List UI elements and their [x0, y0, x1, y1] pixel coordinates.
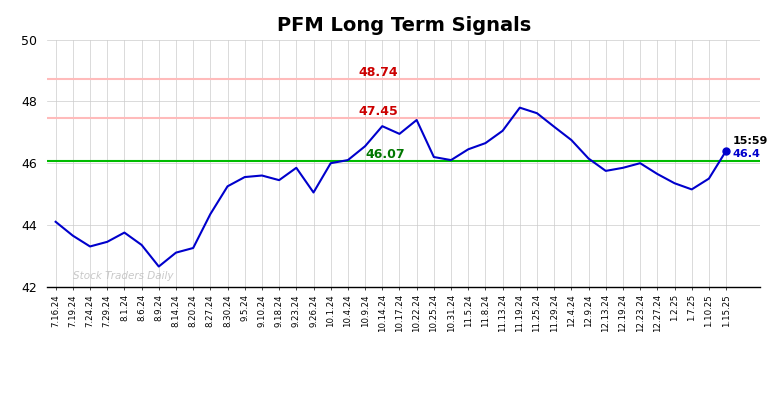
Text: Stock Traders Daily: Stock Traders Daily — [73, 271, 173, 281]
Text: 46.07: 46.07 — [365, 148, 405, 161]
Text: 46.4: 46.4 — [733, 149, 760, 159]
Text: 15:59: 15:59 — [733, 136, 768, 146]
Text: 47.45: 47.45 — [358, 105, 398, 118]
Text: 48.74: 48.74 — [358, 66, 397, 78]
Title: PFM Long Term Signals: PFM Long Term Signals — [277, 16, 531, 35]
